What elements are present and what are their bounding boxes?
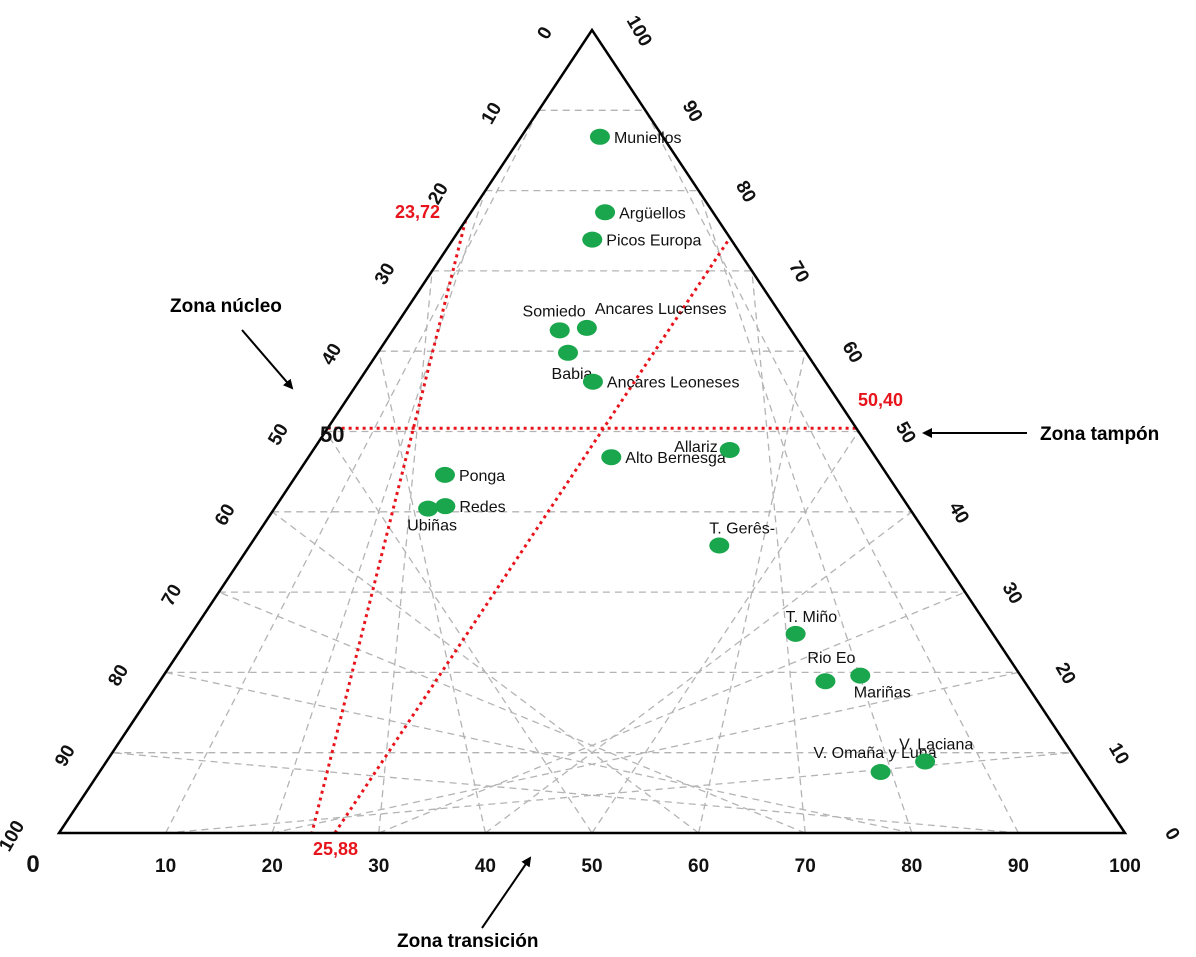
right-tick-label: 70 bbox=[784, 258, 813, 287]
grid-line bbox=[697, 190, 913, 834]
grid-line bbox=[165, 110, 540, 834]
reference-label-left: 23,72 bbox=[395, 202, 440, 222]
data-point bbox=[870, 763, 891, 780]
zone-transicion-label: Zona transición bbox=[397, 931, 538, 952]
data-point bbox=[582, 373, 603, 390]
data-point bbox=[815, 673, 836, 690]
reference-lines bbox=[310, 220, 857, 834]
zone-transicion-arrow bbox=[481, 856, 532, 929]
right-tick-label: 50 bbox=[891, 418, 920, 447]
point-label: Ancares Leoneses bbox=[607, 375, 740, 392]
bottom-tick-label: 30 bbox=[368, 856, 389, 877]
point-label: Ubiñas bbox=[407, 518, 457, 535]
data-point bbox=[589, 128, 610, 145]
bottom-tick-label: 40 bbox=[475, 856, 496, 877]
grid-line bbox=[218, 591, 806, 834]
right-tick-label: 90 bbox=[678, 97, 707, 126]
point-label: Mariñas bbox=[854, 685, 911, 702]
bottom-tick-label: 20 bbox=[262, 856, 283, 877]
reference-line-left bbox=[310, 220, 468, 834]
point-label: V. Laciana bbox=[899, 737, 973, 754]
right-tick-label: 0 bbox=[1160, 824, 1183, 844]
bottom-tick-label: 70 bbox=[795, 856, 816, 877]
left-tick-label: 80 bbox=[104, 661, 133, 690]
point-label: Babia bbox=[552, 366, 593, 383]
point-label: T. Miño bbox=[786, 609, 838, 626]
data-point bbox=[850, 667, 871, 684]
point-label: Picos Europa bbox=[606, 233, 701, 250]
left-tick-label: 0 bbox=[533, 23, 556, 43]
data-point bbox=[418, 500, 439, 517]
point-label: Alto Bernesga bbox=[625, 450, 726, 467]
grid-line bbox=[591, 431, 860, 834]
left-tick-label: 50 bbox=[264, 420, 293, 449]
bottom-tick-label: 10 bbox=[155, 856, 176, 877]
right-tick-label: 20 bbox=[1051, 659, 1080, 688]
right-tick-label: 100 bbox=[622, 12, 656, 50]
right-tick-label: 60 bbox=[838, 338, 867, 367]
grid-line bbox=[644, 110, 1019, 834]
reference-line-bottom bbox=[333, 236, 732, 834]
grid-line bbox=[697, 351, 806, 834]
data-point bbox=[549, 322, 570, 339]
bottom-tick-label: 90 bbox=[1008, 856, 1029, 877]
bottom-tick-label: 50 bbox=[581, 856, 602, 877]
zone-nucleo-arrow bbox=[241, 329, 294, 390]
point-label: Rio Eo bbox=[807, 650, 855, 667]
bottom-tick-label: 0 bbox=[26, 851, 39, 878]
data-point bbox=[915, 753, 936, 770]
grid-line bbox=[271, 511, 699, 834]
right-tick-label: 30 bbox=[997, 579, 1026, 608]
data-points: Muniellos Argüellos Picos Europa Somiedo Anc… bbox=[407, 128, 973, 780]
left-tick-label: 70 bbox=[158, 581, 187, 610]
data-point bbox=[601, 449, 622, 466]
zone-nucleo-label: Zona núcleo bbox=[170, 296, 282, 317]
right-tick-label: 10 bbox=[1104, 740, 1133, 769]
grid-line bbox=[751, 270, 806, 834]
left-tick-label: 40 bbox=[318, 340, 347, 369]
point-label: Allariz bbox=[674, 439, 718, 456]
grid-line bbox=[165, 671, 912, 834]
triangle-frame bbox=[56, 27, 1128, 835]
reference-label-center: 50 bbox=[320, 422, 344, 447]
grid-line bbox=[324, 431, 593, 834]
point-label: Somiedo bbox=[523, 303, 586, 320]
data-point bbox=[576, 319, 597, 336]
point-label: Ancares Lucenses bbox=[595, 301, 727, 318]
point-label: Ponga bbox=[459, 468, 505, 485]
point-label: Argüellos bbox=[619, 205, 686, 222]
data-point bbox=[558, 344, 579, 361]
data-point bbox=[434, 466, 455, 483]
data-point bbox=[595, 204, 616, 221]
data-point bbox=[582, 231, 603, 248]
data-point bbox=[709, 537, 730, 554]
data-point bbox=[719, 441, 740, 458]
reference-label-right: 50,40 bbox=[858, 390, 903, 410]
zone-tampon-label: Zona tampón bbox=[1040, 424, 1159, 445]
left-tick-label: 100 bbox=[0, 817, 29, 855]
bottom-tick-label: 60 bbox=[688, 856, 709, 877]
axis-tick-labels: 0 10 20 30 40 50 60 70 80 90 100010203040607080901… bbox=[0, 12, 1184, 878]
bottom-tick-label: 80 bbox=[901, 856, 922, 877]
bottom-tick-label: 100 bbox=[1109, 856, 1141, 877]
left-tick-label: 10 bbox=[478, 99, 507, 128]
point-label: Redes bbox=[459, 499, 505, 516]
reference-label-bottom: 25,88 bbox=[313, 839, 358, 859]
right-tick-label: 40 bbox=[944, 499, 973, 528]
left-tick-label: 30 bbox=[371, 260, 400, 289]
right-tick-label: 80 bbox=[731, 177, 760, 206]
data-point bbox=[785, 625, 806, 642]
point-label: Muniellos bbox=[614, 130, 682, 147]
grid-line bbox=[112, 752, 1019, 834]
grid-lines bbox=[112, 109, 1072, 834]
left-tick-label: 60 bbox=[211, 501, 240, 530]
left-tick-label: 90 bbox=[51, 742, 80, 771]
point-label: T. Gerês- bbox=[709, 521, 775, 538]
data-point bbox=[435, 498, 456, 515]
grid-line bbox=[272, 671, 1019, 834]
point-label: V. Omaña y Luna bbox=[814, 745, 937, 762]
